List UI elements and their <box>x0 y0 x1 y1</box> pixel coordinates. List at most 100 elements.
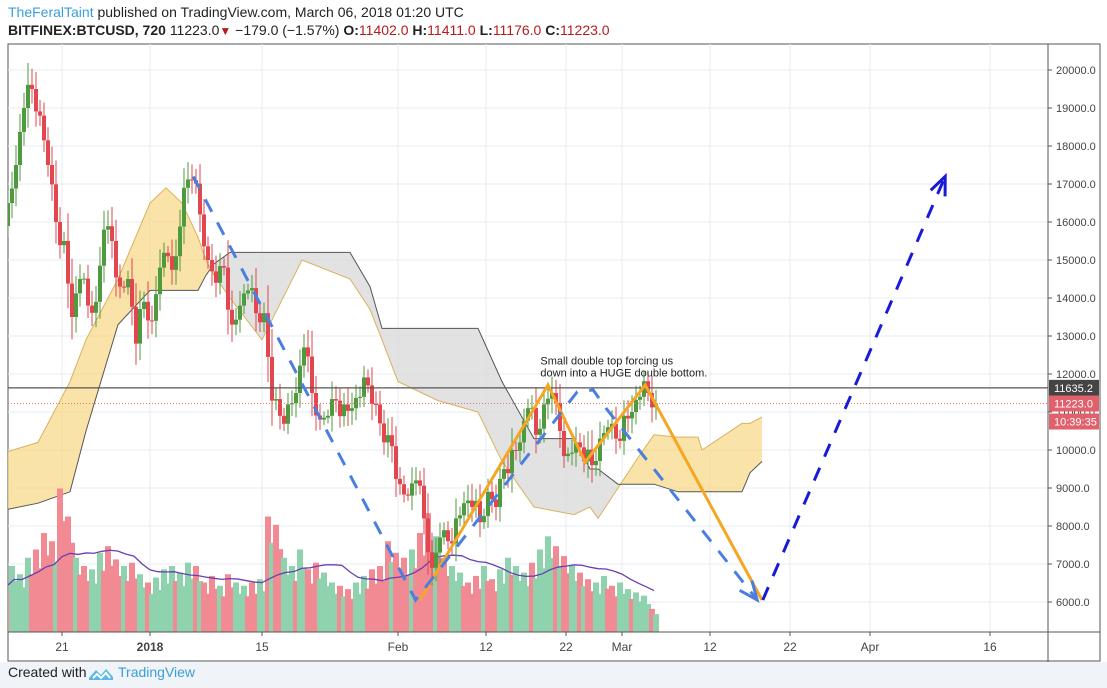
orange-trend-path <box>418 381 764 601</box>
price-tick-label: 20000.0 <box>1056 65 1096 77</box>
price-tick-label: 9000.0 <box>1056 483 1090 495</box>
volume-bar <box>321 572 327 632</box>
author-link[interactable]: TheFeralTaint <box>8 4 94 20</box>
volume-bar <box>253 593 259 632</box>
volume-bar <box>241 585 247 632</box>
time-tick-label: 22 <box>559 640 573 654</box>
candle-body <box>490 491 494 500</box>
candle-body <box>8 203 10 227</box>
volume-bar <box>25 557 31 632</box>
candle-body <box>110 226 114 241</box>
price-tick-label: 6000.0 <box>1056 597 1090 609</box>
volume-bar <box>153 577 159 632</box>
tradingview-logo-icon <box>89 669 113 680</box>
candle-body <box>442 530 446 538</box>
candle-body <box>274 399 278 401</box>
candle-body <box>398 478 402 485</box>
candle-body <box>310 356 314 393</box>
volume-bar <box>221 596 227 632</box>
candle-body <box>446 530 450 542</box>
candle-body <box>26 84 30 108</box>
ichimoku-cloud-segment <box>38 381 70 504</box>
volume-bar <box>593 582 599 632</box>
candle-body <box>498 478 502 507</box>
volume-bar <box>109 565 115 632</box>
candle-body <box>50 165 54 185</box>
volume-bar <box>597 593 603 632</box>
volume-bar <box>141 587 147 632</box>
candle-body <box>254 288 258 314</box>
candle-body <box>114 241 118 278</box>
volume-bar <box>37 568 43 632</box>
candle-body <box>422 485 426 519</box>
ichimoku-cloud-segment <box>574 438 590 515</box>
annotation-text: down into a HUGE double bottom. <box>540 368 707 380</box>
candle-body <box>198 183 202 215</box>
volume-bar <box>237 593 243 632</box>
ichimoku-cloud-segment <box>262 252 302 340</box>
candle-body <box>510 450 514 474</box>
volume-bar <box>201 582 207 632</box>
volume-bar <box>49 541 55 632</box>
bar-countdown-label-bg <box>1049 413 1099 430</box>
tradingview-link[interactable]: TradingView <box>118 664 196 680</box>
candle-body <box>358 396 362 398</box>
candle-body <box>306 347 310 357</box>
volume-bar <box>97 552 103 632</box>
horizontal-line-price-label-bg <box>1049 379 1099 396</box>
volume-bar <box>285 574 291 632</box>
symbol-label: BITFINEX:BTCUSD, 720 <box>8 22 166 38</box>
volume-bar <box>289 566 295 632</box>
volume-bar <box>17 574 23 632</box>
candle-body <box>338 400 342 417</box>
volume-bar <box>65 516 71 632</box>
candle-body <box>166 252 170 257</box>
volume-bar <box>89 569 95 632</box>
candle-body <box>542 404 546 429</box>
candle-body <box>614 423 618 439</box>
candle-body <box>538 428 542 435</box>
candle-body <box>342 404 346 417</box>
candle-body <box>258 313 262 323</box>
volume-bar <box>281 557 287 632</box>
volume-bar <box>445 575 451 632</box>
candle-body <box>366 377 370 386</box>
candle-body <box>378 404 382 424</box>
published-text: published on TradingView.com, March 06, … <box>97 4 464 20</box>
candle-body <box>518 442 522 451</box>
volume-bar <box>129 562 135 632</box>
triangle-down-icon: ▼ <box>219 24 232 38</box>
time-tick-label: 12 <box>479 640 493 654</box>
ichimoku-cloud-segment <box>86 279 118 431</box>
volume-bar <box>273 524 279 632</box>
candle-body <box>470 500 474 507</box>
price-tick-label: 12000.0 <box>1056 369 1096 381</box>
volume-bar <box>225 574 231 632</box>
volume-bar <box>217 585 223 632</box>
volume-bar <box>333 593 339 632</box>
candle-body <box>154 294 158 321</box>
ichimoku-cloud-segment <box>370 286 382 340</box>
volume-bar <box>29 574 35 632</box>
candle-body <box>494 499 498 507</box>
volume-bar <box>61 521 67 632</box>
ichimoku-cloud-segment <box>70 339 86 492</box>
candle-body <box>350 408 354 411</box>
time-tick-label: 15 <box>255 640 269 654</box>
volume-bar <box>21 587 27 632</box>
ichimoku-cloud-segment <box>478 328 502 462</box>
volume-bar <box>637 601 643 632</box>
candle-body <box>82 278 86 280</box>
candle-body <box>618 438 622 441</box>
price-change: −179.0 (−1.57%) <box>235 22 340 38</box>
volume-bar <box>69 542 75 632</box>
candle-body <box>94 301 98 313</box>
volume-bar <box>577 572 583 632</box>
volume-bar <box>249 582 255 632</box>
candle-body <box>226 267 230 310</box>
candle-body <box>534 407 538 435</box>
candle-body <box>190 179 194 181</box>
volume-bar <box>549 558 555 632</box>
